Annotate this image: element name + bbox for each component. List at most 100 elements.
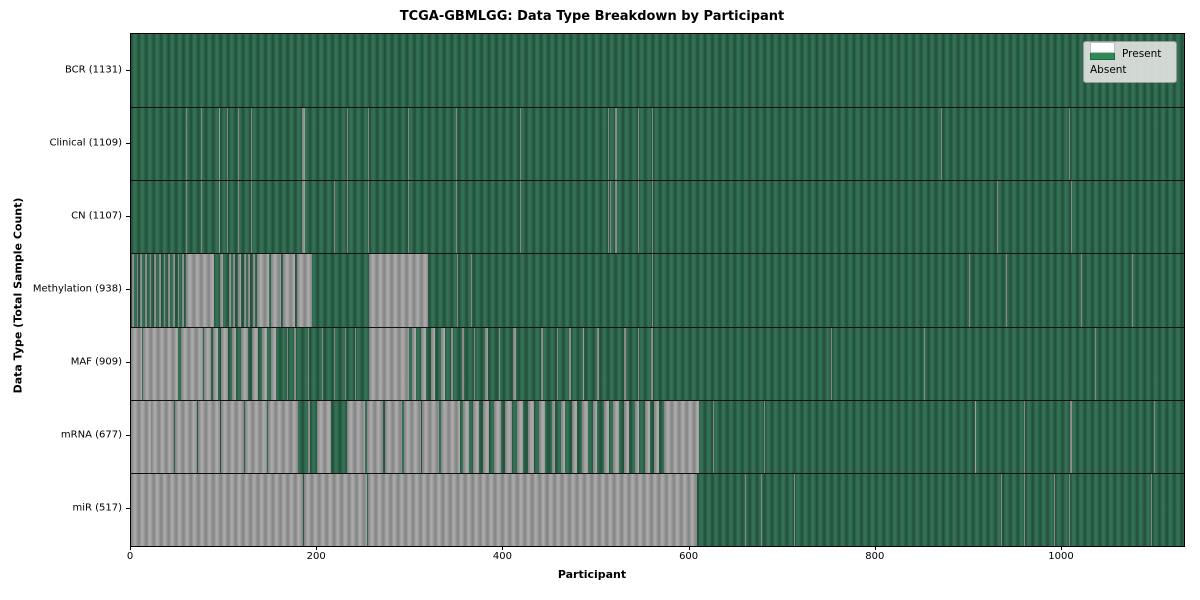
absent-segment xyxy=(333,327,335,400)
absent-segment xyxy=(238,254,241,327)
absent-segment xyxy=(251,108,253,181)
absent-segment xyxy=(185,254,214,327)
absent-segment xyxy=(1094,327,1096,400)
absent-segment xyxy=(203,327,212,400)
absent-segment xyxy=(248,254,251,327)
absent-segment xyxy=(302,108,306,181)
absent-segment xyxy=(262,327,267,400)
heatmap-row-bcr xyxy=(131,34,1184,108)
absent-segment xyxy=(333,181,335,254)
absent-segment xyxy=(512,327,516,400)
absent-segment xyxy=(143,327,178,400)
absent-segment xyxy=(252,327,258,400)
absent-segment xyxy=(347,108,348,181)
absent-segment xyxy=(494,400,501,473)
y-tick-label: mRNA (677) xyxy=(60,429,122,441)
absent-segment xyxy=(403,400,421,473)
absent-segment xyxy=(472,400,480,473)
absent-segment xyxy=(200,108,202,181)
y-tick-mark xyxy=(126,215,130,217)
absent-segment xyxy=(592,400,598,473)
absent-segment xyxy=(455,181,457,254)
absent-segment xyxy=(181,327,203,400)
absent-segment xyxy=(267,400,298,473)
absent-segment xyxy=(1131,254,1133,327)
x-tick-label: 200 xyxy=(306,551,326,562)
absent-segment xyxy=(251,181,253,254)
absent-segment xyxy=(296,254,312,327)
heatmap-row-clinical xyxy=(131,107,1184,181)
absent-segment xyxy=(451,327,454,400)
absent-segment xyxy=(307,400,310,473)
absent-segment xyxy=(238,181,239,254)
absent-segment xyxy=(212,327,218,400)
heatmap-row-mrna xyxy=(131,399,1184,473)
absent-segment xyxy=(131,400,151,473)
absent-segment xyxy=(638,108,640,181)
absent-segment xyxy=(1080,254,1082,327)
absent-segment xyxy=(220,254,224,327)
absent-segment xyxy=(131,254,134,327)
absent-segment xyxy=(185,108,187,181)
y-tick-label: miR (517) xyxy=(72,502,122,514)
absent-segment xyxy=(345,327,347,400)
absent-segment xyxy=(644,400,650,473)
absent-segment xyxy=(368,108,370,181)
absent-segment xyxy=(505,400,512,473)
y-tick-label: MAF (909) xyxy=(70,356,122,368)
absent-segment xyxy=(407,108,410,181)
absent-segment xyxy=(745,473,747,546)
absent-segment xyxy=(304,473,368,546)
absent-segment xyxy=(144,254,147,327)
absent-segment xyxy=(307,327,309,400)
absent-segment xyxy=(221,400,244,473)
y-tick-mark xyxy=(126,69,130,71)
absent-segment xyxy=(1069,108,1071,181)
absent-segment xyxy=(538,400,546,473)
absent-segment xyxy=(172,254,175,327)
absent-segment xyxy=(158,254,161,327)
absent-segment xyxy=(355,327,357,400)
absent-segment xyxy=(240,327,249,400)
absent-segment xyxy=(968,254,970,327)
absent-segment xyxy=(347,400,365,473)
absent-segment xyxy=(243,254,246,327)
absent-segment xyxy=(347,181,348,254)
absent-segment xyxy=(1000,473,1002,546)
absent-segment xyxy=(624,327,627,400)
absent-segment xyxy=(231,327,237,400)
heatmap-row-cn xyxy=(131,180,1184,254)
y-tick-mark xyxy=(126,435,130,437)
absent-segment xyxy=(572,400,577,473)
absent-segment xyxy=(624,400,630,473)
absent-segment xyxy=(461,327,465,400)
absent-segment xyxy=(484,327,488,400)
y-tick-label: CN (1107) xyxy=(71,210,122,222)
absent-segment xyxy=(1070,400,1073,473)
absent-segment xyxy=(293,327,296,400)
absent-segment xyxy=(185,181,187,254)
absent-segment xyxy=(652,254,654,327)
absent-segment xyxy=(177,254,180,327)
absent-segment xyxy=(228,254,231,327)
absent-segment xyxy=(974,400,976,473)
absent-segment xyxy=(200,181,202,254)
legend-present-label: Present xyxy=(1122,48,1162,60)
legend-absent-label: Absent xyxy=(1090,64,1127,76)
absent-segment xyxy=(470,254,472,327)
y-tick-label: Clinical (1109) xyxy=(49,137,123,149)
absent-segment xyxy=(252,254,255,327)
absent-segment xyxy=(652,181,654,254)
absent-segment xyxy=(368,473,698,546)
absent-segment xyxy=(561,400,565,473)
absent-segment xyxy=(218,181,220,254)
x-tick-mark xyxy=(688,546,690,550)
absent-segment xyxy=(1023,400,1025,473)
x-tick-label: 1000 xyxy=(1048,551,1074,562)
absent-segment xyxy=(154,254,157,327)
absent-segment xyxy=(282,254,295,327)
absent-segment xyxy=(551,400,555,473)
x-tick-mark xyxy=(130,546,131,550)
absent-segment xyxy=(996,181,998,254)
